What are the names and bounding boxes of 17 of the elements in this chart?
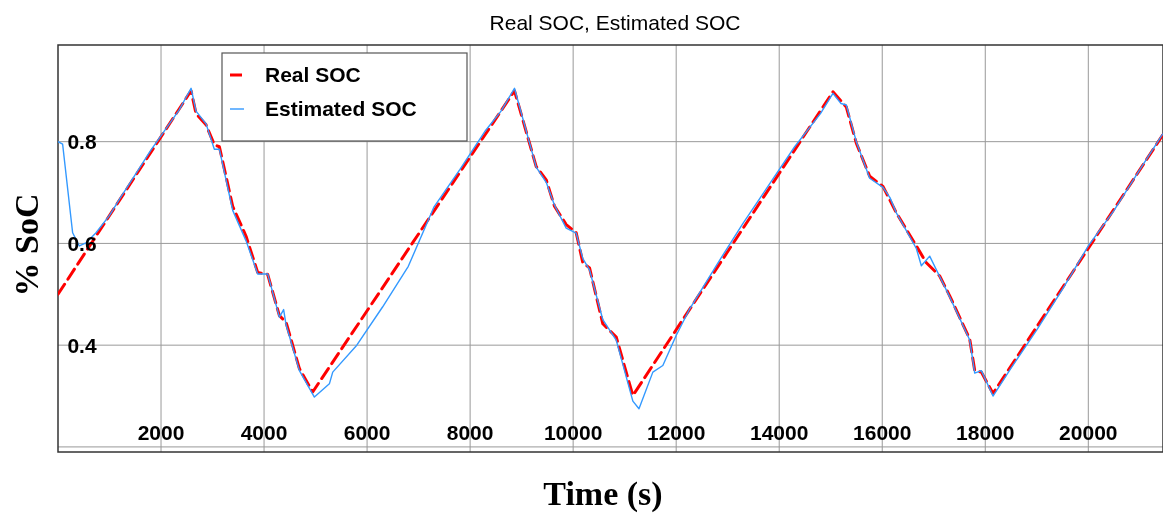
x-tick-label: 20000: [1059, 421, 1118, 444]
x-tick-label: 10000: [543, 421, 603, 444]
y-tick-label: 0.4: [67, 333, 97, 357]
y-tick-label: 0.8: [67, 130, 97, 154]
legend-label: Real SOC: [265, 63, 361, 86]
x-tick-label: 14000: [750, 421, 809, 444]
x-axis-title: Time (s): [543, 475, 663, 513]
y-axis-title: % SoC: [8, 193, 45, 297]
x-tick-label: 4000: [240, 421, 288, 444]
x-tick-label: 18000: [956, 421, 1015, 444]
x-tick-label: 12000: [646, 421, 706, 444]
x-tick-label: 8000: [446, 421, 494, 444]
x-tick-label: 16000: [853, 421, 912, 444]
chart-title: Real SOC, Estimated SOC: [489, 11, 741, 34]
x-tick-label: 6000: [343, 421, 391, 444]
x-tick-label: 2000: [137, 421, 185, 444]
legend-label: Estimated SOC: [265, 97, 417, 120]
